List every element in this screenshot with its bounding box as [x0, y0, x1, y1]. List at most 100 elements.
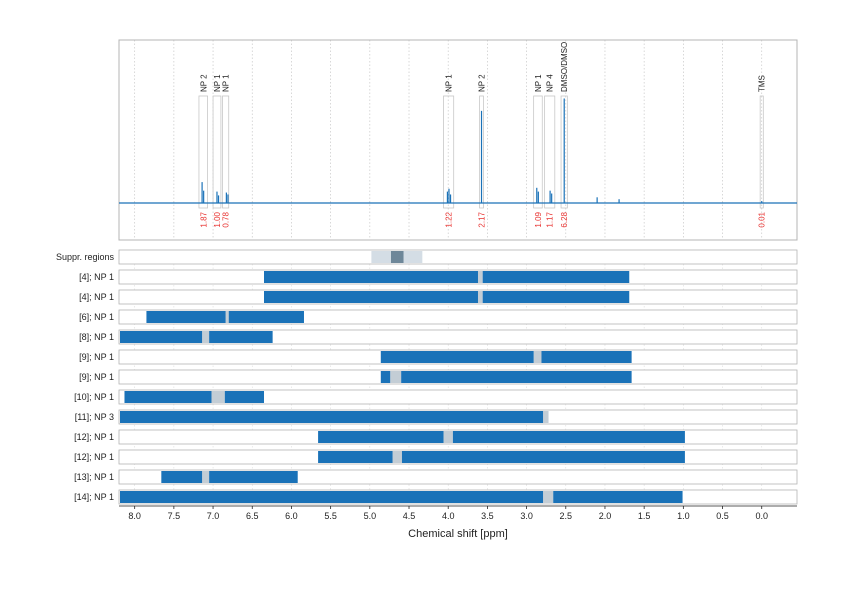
x-tick-label: 0.0: [755, 511, 768, 521]
region-gap: [390, 371, 402, 383]
region-row-frame: [118, 389, 798, 405]
region-segment: [120, 411, 544, 423]
region-segment: [209, 471, 298, 483]
peak-label: NP 1: [222, 74, 231, 92]
integral-value: 1.87: [199, 211, 208, 227]
peak-label-box: [479, 95, 484, 209]
region-segment: [124, 391, 212, 403]
spectrum-frame: [118, 39, 798, 241]
x-tick-label: 8.0: [128, 511, 141, 521]
x-tick-label: 2.5: [560, 511, 573, 521]
x-axis-title: Chemical shift [ppm]: [408, 528, 508, 540]
row-label: [8]; NP 1: [79, 332, 114, 342]
peak-label: TMS: [758, 75, 767, 92]
suppressed-row-frame: [118, 249, 798, 265]
spectrum-panel: NP 2 1.87 NP 1 1.00 NP 1 0.78 NP 1 1.22 NP 2 2.17…: [118, 39, 798, 241]
region-segment: [380, 351, 534, 363]
region-gap: [443, 431, 453, 443]
region-segment: [161, 471, 203, 483]
region-gap: [543, 491, 554, 503]
peak-label-box: [560, 95, 568, 209]
row-label: [11]; NP 3: [75, 412, 114, 422]
row-label: [12]; NP 1: [74, 452, 114, 462]
x-tick-label: 1.5: [638, 511, 651, 521]
peak-label: NP 1: [445, 74, 454, 92]
peak-label-box: [212, 95, 222, 209]
region-segment: [380, 371, 391, 383]
region-segment: [120, 331, 203, 343]
x-tick-label: 4.5: [403, 511, 416, 521]
peak-label-box: [759, 95, 764, 209]
region-segment: [482, 271, 630, 283]
x-tick-label: 4.0: [442, 511, 455, 521]
x-tick-label: 7.5: [168, 511, 181, 521]
region-segment: [452, 431, 685, 443]
x-tick-label: 1.0: [677, 511, 690, 521]
region-gap: [392, 451, 402, 463]
x-tick-label: 3.0: [520, 511, 533, 521]
integral-value: 1.00: [213, 211, 222, 227]
peak-label: NP 1: [213, 74, 222, 92]
region-row-frame: [118, 329, 798, 345]
row-label: [12]; NP 1: [74, 432, 114, 442]
region-segment: [401, 451, 685, 463]
peak-label-box: [198, 95, 208, 209]
row-label: [9]; NP 1: [79, 372, 114, 382]
row-label: [14]; NP 1: [74, 492, 114, 502]
x-tick-label: 7.0: [207, 511, 220, 521]
region-gap: [533, 351, 542, 363]
peak-label: NP 1: [534, 74, 543, 92]
region-segment: [228, 311, 304, 323]
region-segment: [401, 371, 632, 383]
peak-label-box: [222, 95, 230, 209]
region-rows: Suppr. regions [4]; NP 1 [4]; NP 1 [6]; NP …: [56, 249, 798, 505]
x-tick-label: 0.5: [716, 511, 729, 521]
region-segment: [224, 391, 265, 403]
region-segment: [482, 291, 630, 303]
integral-value: 1.17: [546, 211, 555, 227]
region-gap: [477, 271, 483, 283]
region-gap: [202, 471, 210, 483]
x-tick-label: 2.0: [599, 511, 612, 521]
region-segment: [318, 431, 444, 443]
peak-label: NP 2: [199, 74, 208, 92]
integral-value: 1.09: [534, 211, 543, 227]
integral-value: 0.78: [222, 211, 231, 227]
integral-value: 2.17: [478, 211, 487, 227]
region-gap: [211, 391, 225, 403]
x-tick-label: 6.0: [285, 511, 298, 521]
region-segment: [120, 491, 544, 503]
row-label: [9]; NP 1: [79, 352, 114, 362]
region-gap: [477, 291, 483, 303]
peak-label: NP 2: [478, 74, 487, 92]
peak-label-box: [544, 95, 556, 209]
row-label: [4]; NP 1: [79, 272, 114, 282]
row-label: [13]; NP 1: [74, 472, 114, 482]
peak-label: NP 4: [546, 74, 555, 92]
row-label: [6]; NP 1: [79, 312, 114, 322]
region-gap: [543, 411, 549, 423]
peak-label: DMSO/DMSO: [560, 42, 569, 92]
region-segment: [541, 351, 632, 363]
x-tick-label: 5.0: [364, 511, 377, 521]
region-segment: [209, 331, 273, 343]
region-gap: [202, 331, 210, 343]
row-label: [10]; NP 1: [74, 392, 114, 402]
integral-value: 1.22: [445, 211, 454, 227]
x-axis: 8.0 7.5 7.0 6.5 6.0 5.5 5.0 4.5 4.0 3.5 3.0 2.5 2.0 1…: [119, 505, 797, 521]
integral-value: 6.28: [560, 211, 569, 227]
x-tick-label: 6.5: [246, 511, 259, 521]
region-segment: [146, 311, 226, 323]
integral-value: 0.01: [758, 211, 767, 227]
region-segment: [318, 451, 393, 463]
region-gap: [225, 311, 229, 323]
region-segment: [264, 291, 478, 303]
region-segment: [264, 271, 478, 283]
x-tick-label: 3.5: [481, 511, 494, 521]
suppressed-region-inner: [390, 251, 404, 263]
region-segment: [553, 491, 683, 503]
x-tick-label: 5.5: [324, 511, 337, 521]
row-label: [4]; NP 1: [79, 292, 114, 302]
